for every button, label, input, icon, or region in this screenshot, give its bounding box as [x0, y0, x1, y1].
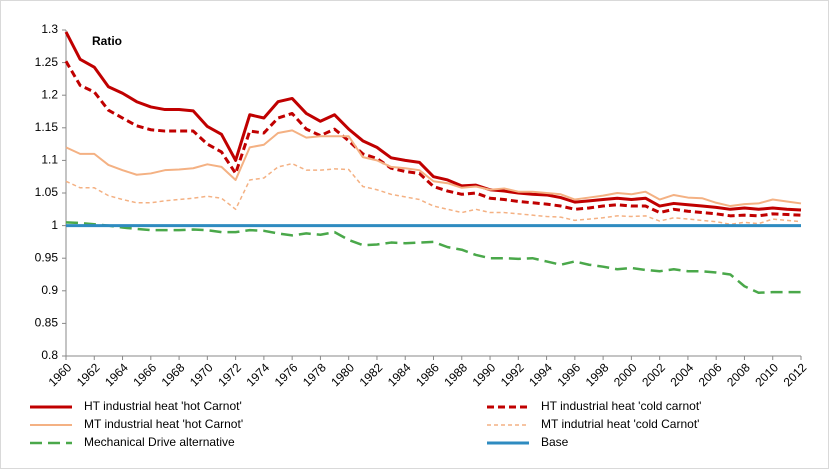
y-tick-label: 0.8 [41, 348, 58, 362]
y-tick-label: 0.9 [41, 283, 58, 297]
legend-label: HT industrial heat 'cold carnot' [541, 399, 701, 413]
series-line [65, 129, 802, 208]
y-tick-label: 1 [51, 218, 58, 232]
y-tick-label: 1.3 [41, 22, 58, 36]
y-tick-label: 0.85 [35, 316, 59, 330]
legend-label: MT industrial heat 'hot Carnot' [84, 417, 243, 431]
y-tick-label: 1.05 [35, 185, 59, 199]
y-tick-label: 1.2 [41, 87, 58, 101]
series-line [64, 31, 802, 212]
series-line [64, 60, 802, 218]
legend-label: Base [541, 435, 569, 449]
y-tick-label: 1.15 [35, 120, 59, 134]
annotation: Ratio [92, 34, 122, 48]
y-tick-label: 1.1 [41, 153, 58, 167]
legend-label: MT indutrial heat 'cold Carnot' [541, 417, 699, 431]
series-line [65, 221, 801, 295]
y-tick-label: 1.25 [35, 55, 59, 69]
legend-label: HT industrial heat 'hot Carnot' [84, 399, 242, 413]
y-tick-label: 0.95 [35, 250, 59, 264]
legend-label: Mechanical Drive alternative [84, 435, 235, 449]
series-line [65, 162, 802, 226]
